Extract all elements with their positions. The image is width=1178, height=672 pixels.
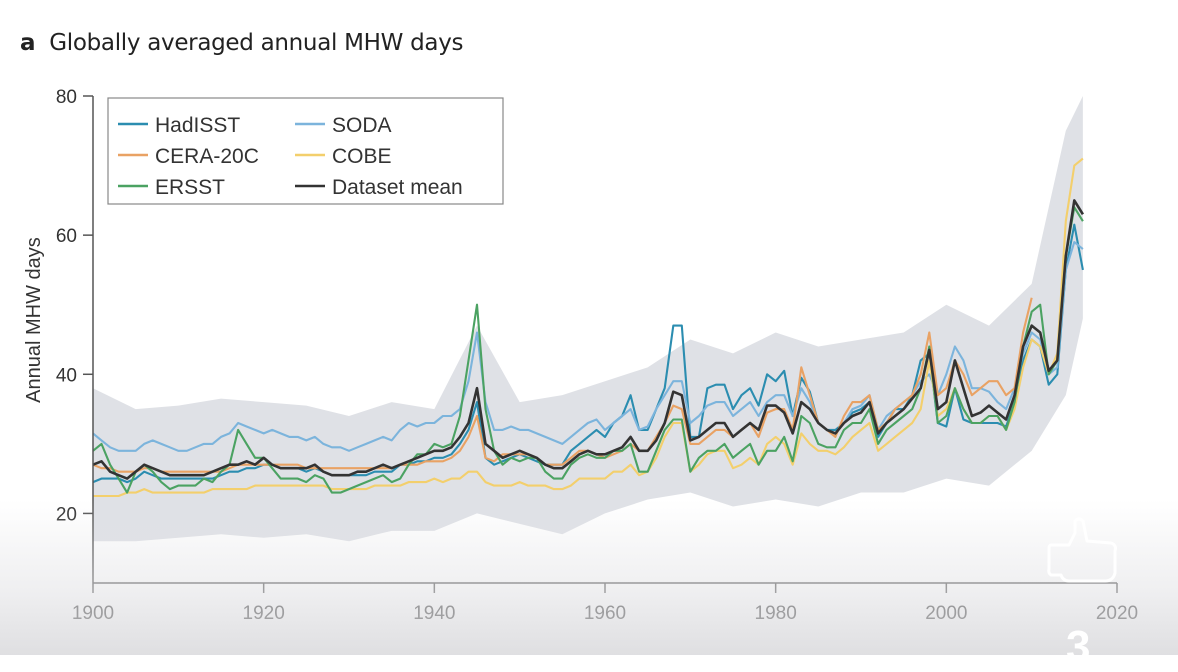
chart-title-text: Globally averaged annual MHW days bbox=[49, 30, 464, 56]
legend-label: ERSST bbox=[155, 176, 225, 199]
series-line-hadisst bbox=[92, 223, 1084, 484]
x-tick-label: 1920 bbox=[243, 603, 285, 624]
y-tick-label: 80 bbox=[56, 87, 77, 108]
legend: HadISST CERA-20C ERSST SODA COBE Dataset mean bbox=[107, 97, 504, 205]
chart-area: 20 40 60 80 1900 1920 1940 1960 1980 2000 2020 Ann… bbox=[23, 87, 1138, 624]
legend-label: COBE bbox=[332, 145, 392, 168]
series-line-dataset-mean bbox=[92, 199, 1085, 480]
chart-title: a Globally averaged annual MHW days bbox=[20, 30, 463, 56]
x-tick-label: 2000 bbox=[925, 603, 967, 624]
legend-label: HadISST bbox=[155, 114, 240, 137]
x-tick-label: 1900 bbox=[72, 603, 114, 624]
series-line-cobe bbox=[93, 157, 1084, 498]
panel-label: a bbox=[20, 30, 36, 56]
series-lines bbox=[92, 157, 1085, 498]
x-tick-label: 1980 bbox=[755, 603, 797, 624]
series-line-soda bbox=[92, 241, 1084, 452]
x-tick-label: 1960 bbox=[584, 603, 626, 624]
series-line-ersst bbox=[92, 206, 1084, 494]
x-tick-label: 2020 bbox=[1096, 603, 1138, 624]
legend-label: CERA-20C bbox=[155, 145, 259, 168]
like-count: 3 bbox=[1066, 622, 1091, 671]
thumbs-up-icon[interactable] bbox=[1045, 515, 1120, 585]
x-tick-label: 1940 bbox=[413, 603, 455, 624]
y-axis-label: Annual MHW days bbox=[23, 237, 45, 403]
y-tick-label: 60 bbox=[56, 226, 77, 247]
y-tick-label: 20 bbox=[56, 504, 77, 525]
legend-label: Dataset mean bbox=[332, 176, 463, 199]
legend-label: SODA bbox=[332, 114, 392, 137]
y-tick-label: 40 bbox=[56, 365, 77, 386]
